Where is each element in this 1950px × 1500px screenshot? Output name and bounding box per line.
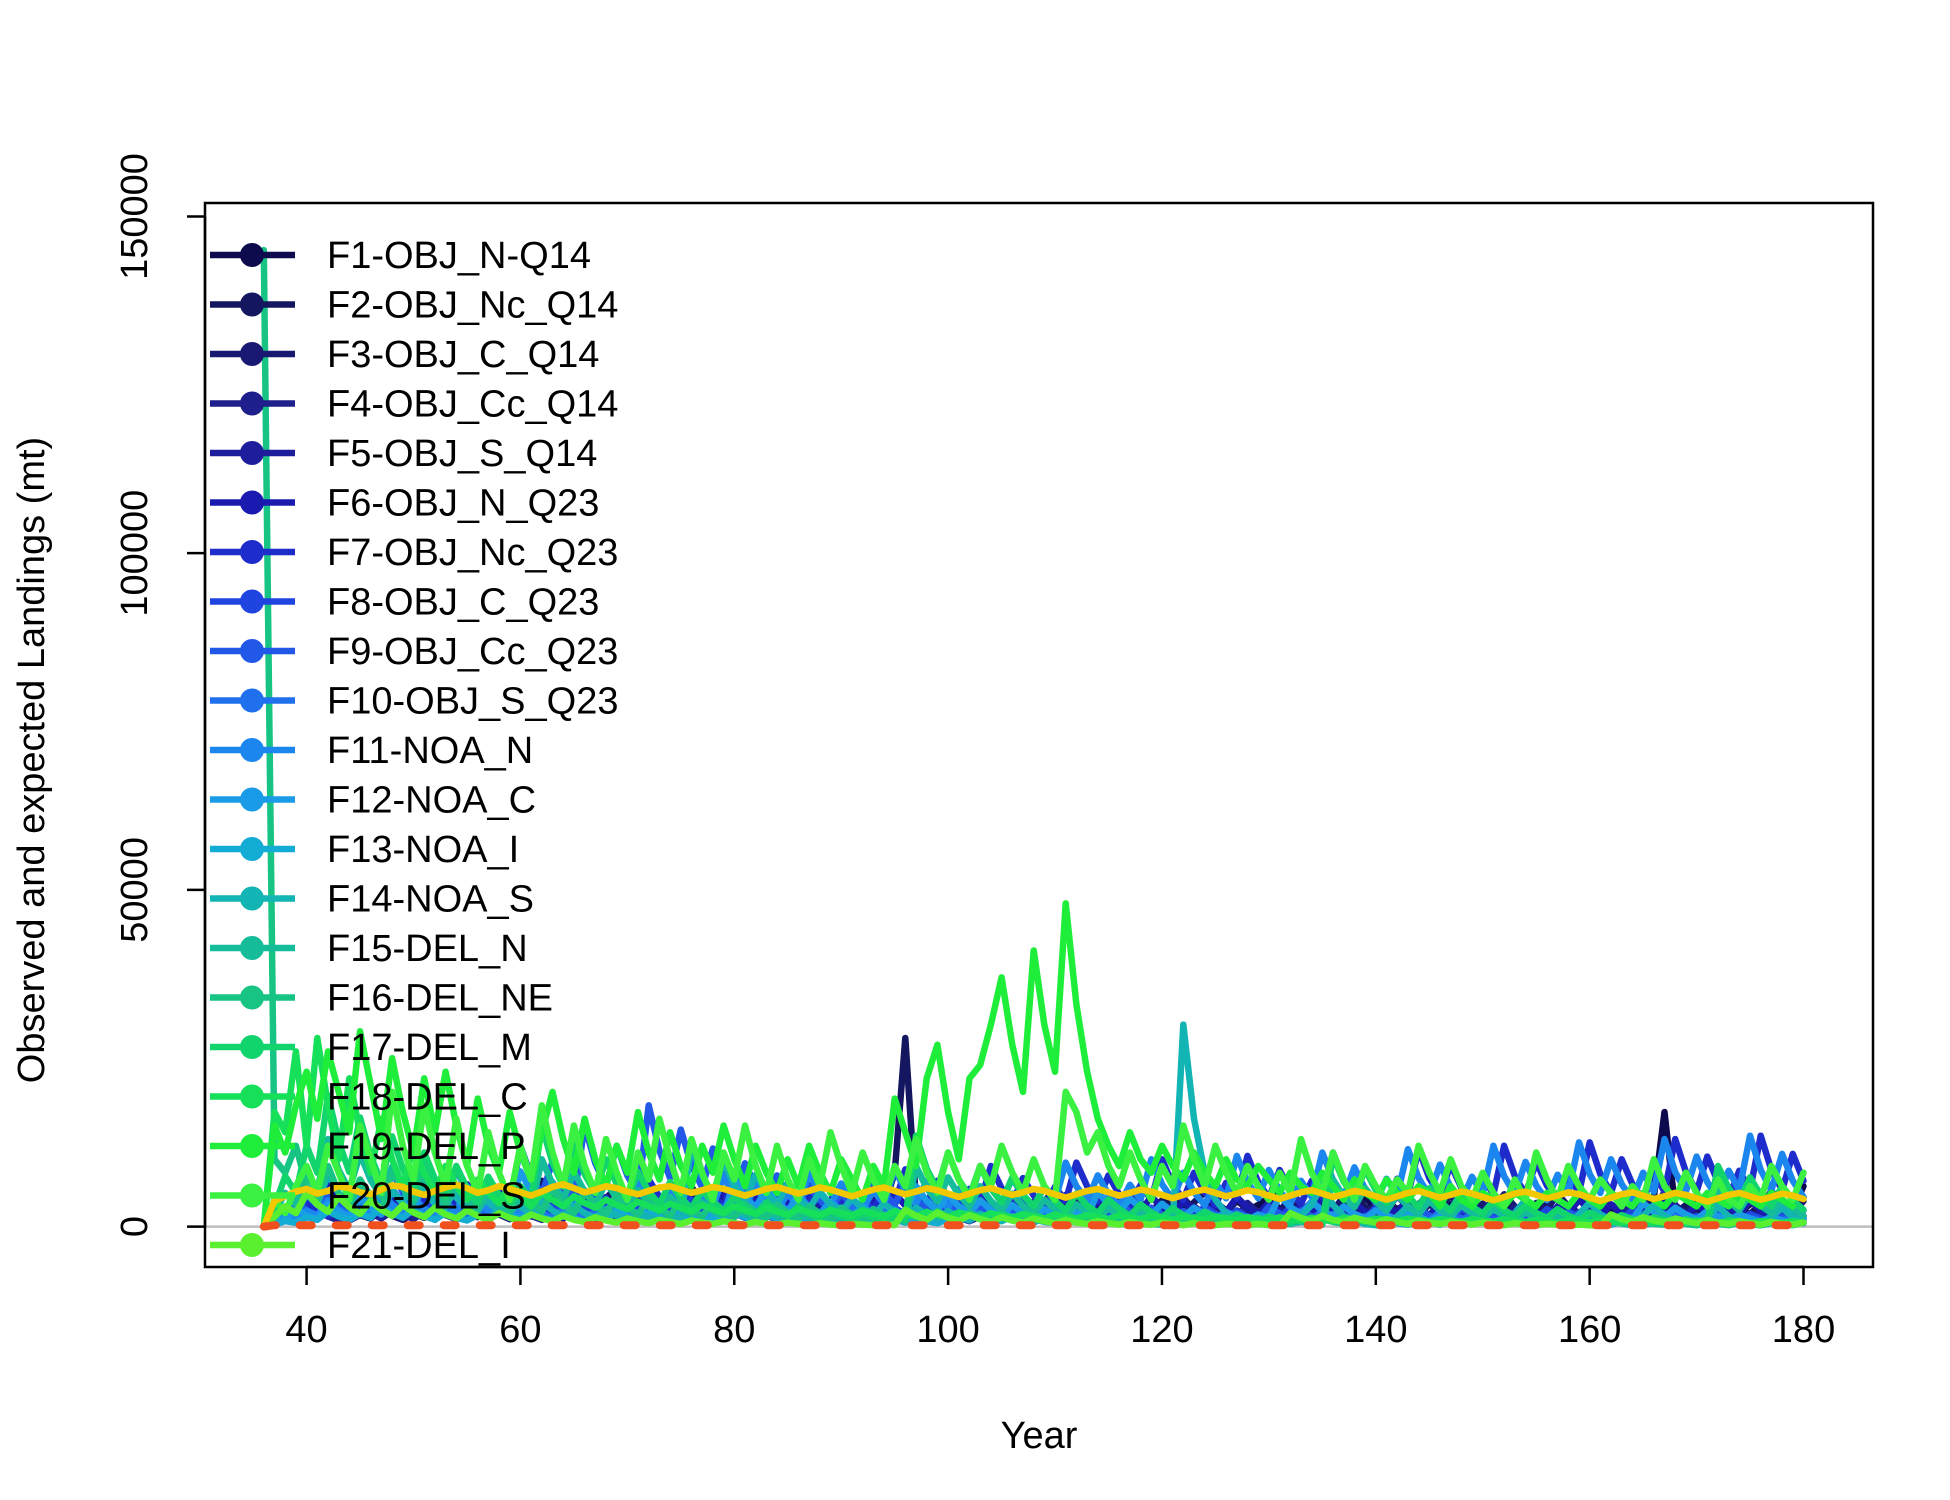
legend-label: F10-OBJ_S_Q23 bbox=[327, 681, 618, 723]
legend-marker bbox=[240, 639, 264, 663]
legend-marker bbox=[240, 985, 264, 1010]
legend-marker bbox=[240, 787, 264, 812]
x-tick-label: 60 bbox=[499, 1309, 541, 1351]
legend-label: F1-OBJ_N-Q14 bbox=[327, 235, 591, 277]
legend-entry: F13-NOA_I bbox=[210, 829, 519, 871]
series-line-20 bbox=[260, 1088, 1807, 1230]
series-line-22 bbox=[260, 1180, 1807, 1230]
legend-marker bbox=[240, 886, 264, 911]
x-tick-label: 160 bbox=[1558, 1309, 1621, 1351]
legend-label: F16-DEL_NE bbox=[327, 978, 553, 1020]
y-axis-title: Observed and expected Landings (mt) bbox=[11, 437, 53, 1083]
x-axis: 40 60 80 100 120 140 160 180 bbox=[285, 1265, 1835, 1351]
legend-label: F21-DEL_I bbox=[327, 1225, 511, 1267]
legend-marker bbox=[240, 1035, 264, 1059]
legend-entry: F21-DEL_I bbox=[210, 1225, 511, 1267]
legend-entry: F15-DEL_N bbox=[210, 928, 528, 970]
legend-marker bbox=[240, 837, 264, 861]
x-tick-label: 80 bbox=[713, 1309, 755, 1351]
legend-marker bbox=[240, 292, 264, 317]
legend-entry: F8-OBJ_C_Q23 bbox=[210, 582, 599, 624]
legend-label: F13-NOA_I bbox=[327, 829, 519, 871]
legend-label: F5-OBJ_S_Q14 bbox=[327, 433, 597, 475]
legend-marker bbox=[240, 1134, 264, 1158]
x-axis-title: Year bbox=[1001, 1415, 1078, 1457]
legend-entry: F12-NOA_C bbox=[210, 780, 536, 822]
legend-marker bbox=[240, 1183, 264, 1208]
legend-entry: F14-NOA_S bbox=[210, 879, 534, 921]
legend-marker bbox=[240, 243, 264, 267]
legend-label: F15-DEL_N bbox=[327, 928, 528, 970]
y-axis: 0 50000 100000 150000 bbox=[114, 153, 207, 1237]
legend-entry: F10-OBJ_S_Q23 bbox=[210, 681, 618, 723]
x-tick-label: 120 bbox=[1130, 1309, 1193, 1351]
series-layer bbox=[259, 246, 1808, 1231]
legend-marker bbox=[240, 1233, 264, 1257]
legend-entry: F6-OBJ_N_Q23 bbox=[210, 483, 599, 525]
y-tick-label: 100000 bbox=[114, 490, 156, 617]
x-tick-label: 100 bbox=[916, 1309, 979, 1351]
legend-entry: F7-OBJ_Nc_Q23 bbox=[210, 532, 618, 574]
legend-entry: F1-OBJ_N-Q14 bbox=[210, 235, 591, 277]
x-tick-label: 180 bbox=[1772, 1309, 1835, 1351]
x-tick-label: 140 bbox=[1344, 1309, 1407, 1351]
legend-label: F19-DEL_P bbox=[327, 1126, 526, 1168]
legend-marker bbox=[240, 490, 264, 515]
legend-entry: F20-DEL_S bbox=[210, 1176, 526, 1218]
legend-marker bbox=[240, 936, 264, 960]
y-tick-label: 50000 bbox=[114, 837, 156, 943]
legend-label: F11-NOA_N bbox=[327, 730, 533, 772]
legend-entry: F9-OBJ_Cc_Q23 bbox=[210, 631, 618, 673]
legend-label: F4-OBJ_Cc_Q14 bbox=[327, 384, 618, 426]
legend-label: F17-DEL_M bbox=[327, 1027, 532, 1069]
legend-label: F18-DEL_C bbox=[327, 1077, 528, 1119]
legend-label: F2-OBJ_Nc_Q14 bbox=[327, 285, 618, 327]
legend-label: F20-DEL_S bbox=[327, 1176, 526, 1218]
legend-marker bbox=[240, 391, 264, 416]
legend-entry: F5-OBJ_S_Q14 bbox=[210, 433, 597, 475]
legend-entry: F11-NOA_N bbox=[210, 730, 533, 772]
legend-label: F6-OBJ_N_Q23 bbox=[327, 483, 599, 525]
legend-marker bbox=[240, 540, 264, 564]
legend-marker bbox=[240, 441, 264, 465]
series-line-17 bbox=[260, 1092, 1807, 1230]
legend-label: F8-OBJ_C_Q23 bbox=[327, 582, 599, 624]
legend-marker bbox=[240, 738, 264, 762]
legend-entry: F19-DEL_P bbox=[210, 1126, 526, 1168]
x-tick-label: 40 bbox=[285, 1309, 327, 1351]
legend-marker bbox=[240, 1084, 264, 1109]
legend-label: F7-OBJ_Nc_Q23 bbox=[327, 532, 618, 574]
legend: F1-OBJ_N-Q14 F2-OBJ_Nc_Q14 F3-OBJ_C_Q14 F4-… bbox=[210, 235, 618, 1267]
series-line-21 bbox=[260, 1189, 1807, 1230]
legend-entry: F17-DEL_M bbox=[210, 1027, 532, 1069]
series-line-23 bbox=[259, 1221, 1808, 1231]
legend-entry: F16-DEL_NE bbox=[210, 978, 553, 1020]
legend-entry: F18-DEL_C bbox=[210, 1077, 528, 1119]
legend-marker bbox=[240, 342, 264, 366]
legend-label: F12-NOA_C bbox=[327, 780, 536, 822]
y-tick-label: 150000 bbox=[114, 153, 156, 280]
legend-label: F3-OBJ_C_Q14 bbox=[327, 334, 599, 376]
legend-entry: F2-OBJ_Nc_Q14 bbox=[210, 285, 618, 327]
y-tick-label: 0 bbox=[114, 1216, 156, 1237]
legend-marker bbox=[240, 688, 264, 713]
legend-entry: F4-OBJ_Cc_Q14 bbox=[210, 384, 618, 426]
legend-marker bbox=[240, 589, 264, 614]
legend-label: F9-OBJ_Cc_Q23 bbox=[327, 631, 618, 673]
legend-label: F14-NOA_S bbox=[327, 879, 534, 921]
legend-entry: F3-OBJ_C_Q14 bbox=[210, 334, 599, 376]
